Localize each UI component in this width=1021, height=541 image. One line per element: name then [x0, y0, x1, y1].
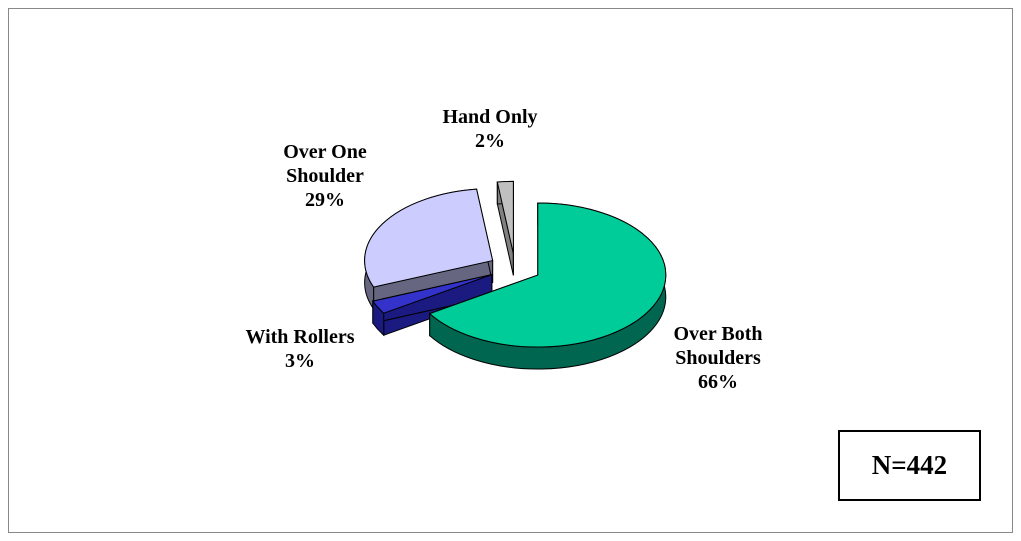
slice-label: Over Both Shoulders 66%	[663, 322, 773, 394]
slice-top	[428, 202, 667, 348]
slice-label: Hand Only 2%	[405, 105, 575, 153]
value-label: 66%	[698, 371, 738, 393]
value-label: 29%	[305, 189, 345, 211]
slice-label: With Rollers 3%	[215, 325, 385, 373]
category-label: Hand Only	[442, 106, 538, 128]
category-label: With Rollers	[245, 326, 355, 348]
slice	[496, 180, 514, 276]
value-label: 2%	[475, 130, 505, 152]
slice-top	[496, 180, 514, 254]
slice	[428, 202, 667, 370]
slice	[371, 273, 493, 337]
annotation: N=442	[838, 430, 981, 501]
category-label: Over One Shoulder	[283, 141, 367, 187]
category-label: Over Both Shoulders	[673, 323, 763, 369]
slice-label: Over One Shoulder 29%	[270, 140, 380, 212]
frame	[8, 8, 1013, 533]
slice-top	[371, 274, 493, 314]
value-label: 3%	[285, 350, 315, 372]
slice-top	[364, 188, 494, 288]
